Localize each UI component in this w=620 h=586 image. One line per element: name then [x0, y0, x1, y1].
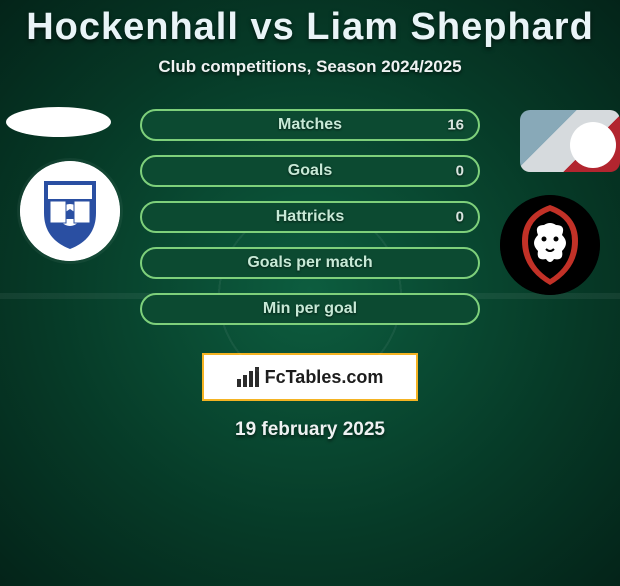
stat-label: Goals per match: [247, 254, 372, 272]
stat-label: Matches: [278, 116, 342, 134]
stat-row: Min per goal: [140, 293, 480, 325]
stat-label: Min per goal: [263, 300, 357, 318]
stat-value-right: 0: [456, 209, 464, 226]
stat-row: Hattricks 0: [140, 201, 480, 233]
brand-box[interactable]: FcTables.com: [202, 353, 418, 401]
stat-bars: Matches 16 Goals 0 Hattricks 0 Goals per…: [140, 109, 480, 325]
bars-icon: [237, 367, 259, 387]
stat-value-right: 16: [447, 117, 464, 134]
page-title: Hockenhall vs Liam Shephard: [0, 6, 620, 49]
lion-shield-icon: [500, 195, 600, 295]
stat-row: Goals 0: [140, 155, 480, 187]
brand-text: FcTables.com: [265, 367, 384, 388]
stat-row: Matches 16: [140, 109, 480, 141]
player-left-avatar: [6, 107, 111, 137]
player-right-avatar: [520, 110, 620, 172]
date-stamp: 19 february 2025: [0, 419, 620, 441]
shield-icon: [20, 161, 120, 261]
stat-row: Goals per match: [140, 247, 480, 279]
stat-value-right: 0: [456, 163, 464, 180]
stat-label: Hattricks: [276, 208, 344, 226]
club-right-badge: [500, 195, 600, 295]
page-subtitle: Club competitions, Season 2024/2025: [0, 57, 620, 77]
stat-label: Goals: [288, 162, 332, 180]
club-left-badge: [20, 161, 120, 261]
comparison-arena: Matches 16 Goals 0 Hattricks 0 Goals per…: [0, 95, 620, 335]
